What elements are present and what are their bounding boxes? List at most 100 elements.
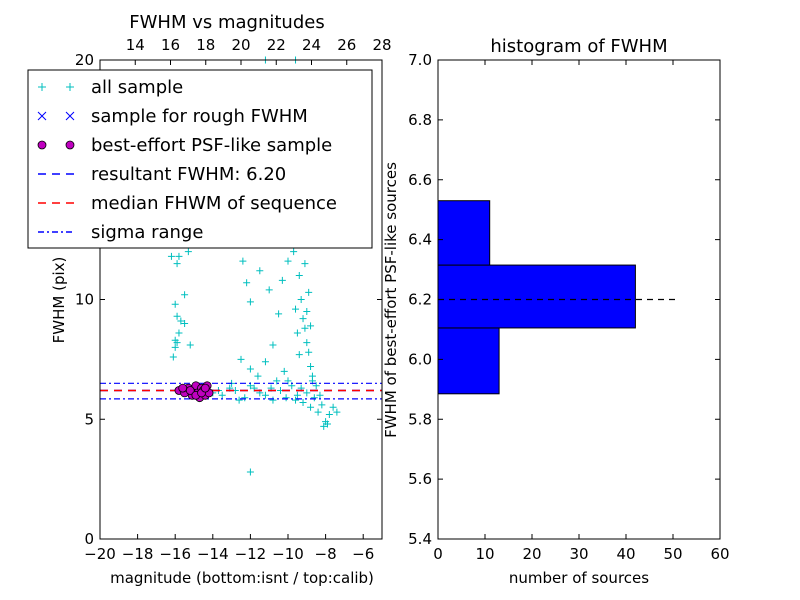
all-sample-point: [282, 394, 290, 402]
right-y-tick-label: 5.4: [408, 530, 432, 548]
left-x-tick-label: −16: [159, 545, 191, 563]
all-sample-point: [310, 394, 318, 402]
right-x-tick-label: 60: [710, 545, 729, 563]
all-sample-point: [323, 420, 331, 428]
legend-plus-marker: [38, 83, 46, 91]
all-sample-point: [241, 394, 249, 402]
legend-label: all sample: [91, 77, 183, 98]
legend-circle-marker: [65, 140, 75, 150]
all-sample-point: [316, 391, 324, 399]
left-x-tick-label: −18: [122, 545, 154, 563]
right-y-tick-label: 6.4: [408, 231, 432, 249]
top-x-tick-label: 28: [372, 36, 391, 54]
right-x-tick-label: 30: [569, 545, 588, 563]
all-sample-point: [299, 315, 307, 323]
all-sample-point: [320, 422, 328, 430]
left-x-tick-label: −8: [315, 545, 337, 563]
all-sample-point: [303, 307, 311, 315]
psf-sample-point: [178, 383, 188, 393]
all-sample-point: [181, 319, 189, 327]
right-y-tick-label: 6.2: [408, 291, 432, 309]
left-x-tick-label: −10: [272, 545, 304, 563]
all-sample-point: [167, 252, 175, 260]
all-sample-point: [173, 339, 181, 347]
legend-entry: resultant FWHM: 6.20: [38, 164, 286, 185]
right-y-tick-label: 5.6: [408, 470, 432, 488]
all-sample-point: [175, 329, 183, 337]
legend-label: median FHWM of sequence: [91, 193, 337, 214]
legend-entry: sigma range: [38, 222, 203, 243]
all-sample-point: [246, 365, 254, 373]
left-x-tick-label: −14: [197, 545, 229, 563]
legend-entry: all sample: [38, 77, 183, 98]
all-sample-point: [303, 339, 311, 347]
all-sample-point: [186, 341, 194, 349]
all-sample-point: [325, 410, 333, 418]
all-sample-point: [293, 329, 301, 337]
legend-entry: sample for rough FWHM: [37, 106, 308, 127]
legend-x-marker: [37, 111, 47, 121]
all-sample-point: [269, 396, 277, 404]
top-x-tick-label: 20: [231, 36, 250, 54]
all-sample-point: [256, 267, 264, 275]
left-title: FWHM vs magnitudes: [129, 12, 324, 33]
right-title: histogram of FWHM: [490, 36, 667, 57]
all-sample-point: [237, 355, 245, 363]
all-sample-point: [243, 279, 251, 287]
histogram-bar: [437, 327, 500, 395]
right-x-tick-label: 40: [616, 545, 635, 563]
all-sample-point: [278, 276, 286, 284]
legend-entries: all sample sample for rough FWHM best-effo…: [37, 77, 337, 243]
right-x-tick-label: 50: [663, 545, 682, 563]
all-sample-point: [293, 391, 301, 399]
all-sample-point: [305, 348, 313, 356]
all-sample-point: [261, 358, 269, 366]
left-y-tick-label-top: 20: [75, 51, 94, 69]
right-y-tick-label: 6.8: [408, 111, 432, 129]
right-y-tick-label: 7.0: [408, 51, 432, 69]
all-sample-point: [329, 403, 337, 411]
all-sample-point: [273, 377, 281, 385]
top-x-tick-label: 22: [267, 36, 286, 54]
right-ticks: 0 10 20 30 40 50 60 5.4 5.6 5.8 6.0 6.2 6.4 6.6 6.8 7.0: [408, 51, 729, 563]
top-x-tick-label: 26: [337, 36, 356, 54]
all-sample-point: [301, 324, 309, 332]
left-y-tick-label: 5: [84, 410, 94, 428]
left-x-tick-label: −12: [235, 545, 267, 563]
legend-label: resultant FWHM: 6.20: [91, 164, 286, 185]
right-y-tick-label: 6.6: [408, 171, 432, 189]
all-sample-point: [284, 257, 292, 265]
all-sample-point: [292, 305, 300, 313]
top-x-tick-label: 16: [161, 36, 180, 54]
left-y-tick-label: 10: [75, 291, 94, 309]
fwhm-histogram-panel: histogram of FWHM 0 10 20 30 40 50 60 5.4 5.6 5.8…: [382, 36, 730, 587]
left-x-tick-label: −20: [84, 545, 116, 563]
all-sample-point: [171, 300, 179, 308]
all-sample-point: [173, 260, 181, 268]
right-x-tick-label: 0: [433, 545, 443, 563]
right-x-axis-label: number of sources: [509, 569, 649, 587]
legend-circle-marker: [37, 140, 47, 150]
all-sample-point: [307, 363, 315, 371]
all-sample-point: [295, 351, 303, 359]
all-sample-point: [254, 372, 262, 380]
top-x-tick-label: 24: [302, 36, 321, 54]
all-sample-point: [299, 398, 307, 406]
legend: all sample sample for rough FWHM best-effo…: [27, 69, 373, 249]
top-x-tick-label: 14: [126, 36, 145, 54]
legend-plus-marker: [66, 83, 74, 91]
all-sample-point: [305, 288, 313, 296]
left-y-tick-label: 0: [84, 530, 94, 548]
left-ticks: −20 −18 −16 −14 −12 −10 −8 −6 0 5 10 20 14 16 18 20 22 24…: [75, 36, 392, 563]
left-x-tick-label: −6: [352, 545, 374, 563]
legend-x-marker: [65, 111, 75, 121]
right-x-tick-label: 20: [522, 545, 541, 563]
all-sample-point: [235, 396, 243, 404]
legend-box: [27, 69, 373, 249]
legend-label: sample for rough FWHM: [91, 106, 308, 127]
histogram-bar: [437, 200, 491, 266]
all-sample-point: [246, 298, 254, 306]
right-y-axis-label: FWHM of best-effort PSF-like sources: [382, 162, 400, 438]
psf-sample-point: [185, 386, 195, 395]
